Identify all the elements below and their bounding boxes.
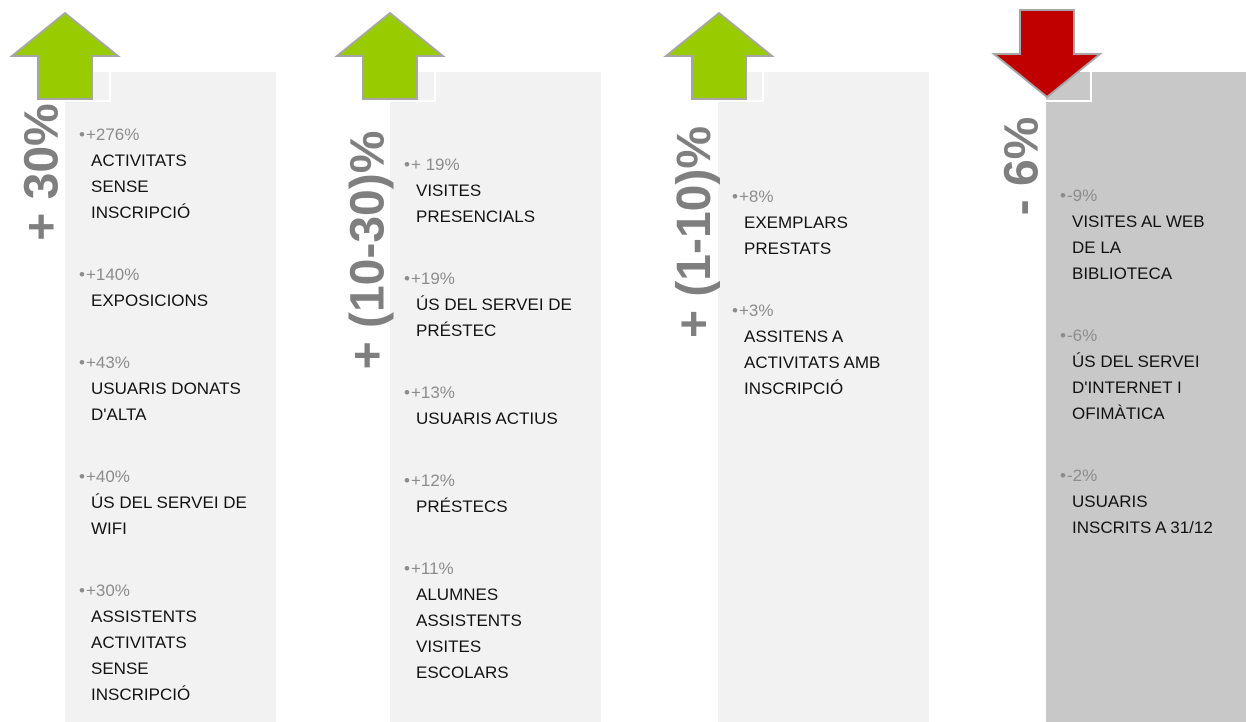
arrow-shape xyxy=(663,11,775,100)
item-label: PRESTATS xyxy=(744,239,832,258)
item-label: SENSE xyxy=(91,659,149,678)
item-label: ASSISTENTS xyxy=(416,611,522,630)
item-label: ACTIVITATS xyxy=(91,633,187,652)
up-arrow xyxy=(334,11,446,100)
item: +13%USUARIS ACTIUS xyxy=(411,380,572,432)
column-heading: + (1-10)% xyxy=(668,125,722,339)
item-label: INSCRIPCIÓ xyxy=(744,379,844,398)
item-label: ACTIVITATS AMB xyxy=(744,353,881,372)
item-label: VISITES xyxy=(416,181,482,200)
change-value: + 19% xyxy=(404,152,572,178)
change-value: +30% xyxy=(79,578,247,604)
column-heading: + (10-30)% xyxy=(340,130,394,370)
down-arrow xyxy=(991,9,1103,99)
change-value: -2% xyxy=(1060,463,1213,489)
up-arrow xyxy=(663,11,775,100)
item-label: EXEMPLARS xyxy=(744,213,848,232)
column-heading: - 6% xyxy=(994,116,1048,216)
item-label: EXPOSICIONS xyxy=(91,291,209,310)
item-label: ÚS DEL SERVEI DE xyxy=(91,493,247,512)
item-label: D'ALTA xyxy=(91,405,147,424)
panel-corner xyxy=(388,70,436,102)
item-label: ACTIVITATS xyxy=(91,151,187,170)
item: +12%PRÉSTECS xyxy=(411,468,572,520)
change-value: +3% xyxy=(732,298,880,324)
item-label: INSCRIPCIÓ xyxy=(91,685,191,704)
item-label: ASSITENS A xyxy=(744,327,844,346)
change-value: +43% xyxy=(79,350,247,376)
change-value: +40% xyxy=(79,464,247,490)
item-label: ASSISTENTS xyxy=(91,607,197,626)
item-label: DE LA xyxy=(1072,238,1122,257)
item-label: ALUMNES xyxy=(416,585,499,604)
item-label: ÚS DEL SERVEI xyxy=(1072,352,1200,371)
item-label: VISITES AL WEB xyxy=(1072,212,1205,231)
change-value: -6% xyxy=(1060,323,1213,349)
item-label: WIFI xyxy=(91,519,127,538)
change-value: +8% xyxy=(732,184,880,210)
panel-corner xyxy=(63,70,111,102)
item-label: PRÉSTEC xyxy=(416,321,497,340)
item-label: PRESENCIALS xyxy=(416,207,536,226)
item-label: USUARIS ACTIUS xyxy=(416,409,558,428)
panel-corner xyxy=(1044,70,1092,102)
item-label: SENSE xyxy=(91,177,149,196)
column-heading: + 30% xyxy=(15,103,69,241)
column-panel xyxy=(718,72,929,722)
item-label: D'INTERNET I xyxy=(1072,378,1182,397)
change-value: +11% xyxy=(404,556,572,582)
panel-corner xyxy=(716,70,764,102)
item: +140%EXPOSICIONS xyxy=(86,262,247,314)
item-label: OFIMÀTICA xyxy=(1072,404,1165,423)
change-value: +140% xyxy=(79,262,247,288)
item-label: ESCOLARS xyxy=(416,663,509,682)
up-arrow xyxy=(9,11,121,100)
item-label: ÚS DEL SERVEI DE xyxy=(416,295,572,314)
column-panel xyxy=(1046,72,1246,722)
arrow-shape xyxy=(334,11,446,100)
change-value: +13% xyxy=(404,380,572,406)
item-label: INSCRITS A 31/12 xyxy=(1072,518,1213,537)
item-label: USUARIS DONATS xyxy=(91,379,241,398)
item-label: USUARIS xyxy=(1072,492,1148,511)
change-value: +276% xyxy=(79,122,247,148)
item-label: INSCRIPCIÓ xyxy=(91,203,191,222)
item-label: BIBLIOTECA xyxy=(1072,264,1173,283)
item-list: +276%ACTIVITATSSENSEINSCRIPCIÓ+140%EXPOS… xyxy=(86,122,247,708)
column-panel xyxy=(65,72,276,722)
item-label: PRÉSTECS xyxy=(416,497,508,516)
arrow-shape xyxy=(991,9,1103,99)
change-value: +19% xyxy=(404,266,572,292)
item-label: VISITES xyxy=(416,637,482,656)
change-value: +12% xyxy=(404,468,572,494)
arrow-shape xyxy=(9,11,121,100)
change-value: -9% xyxy=(1060,183,1213,209)
